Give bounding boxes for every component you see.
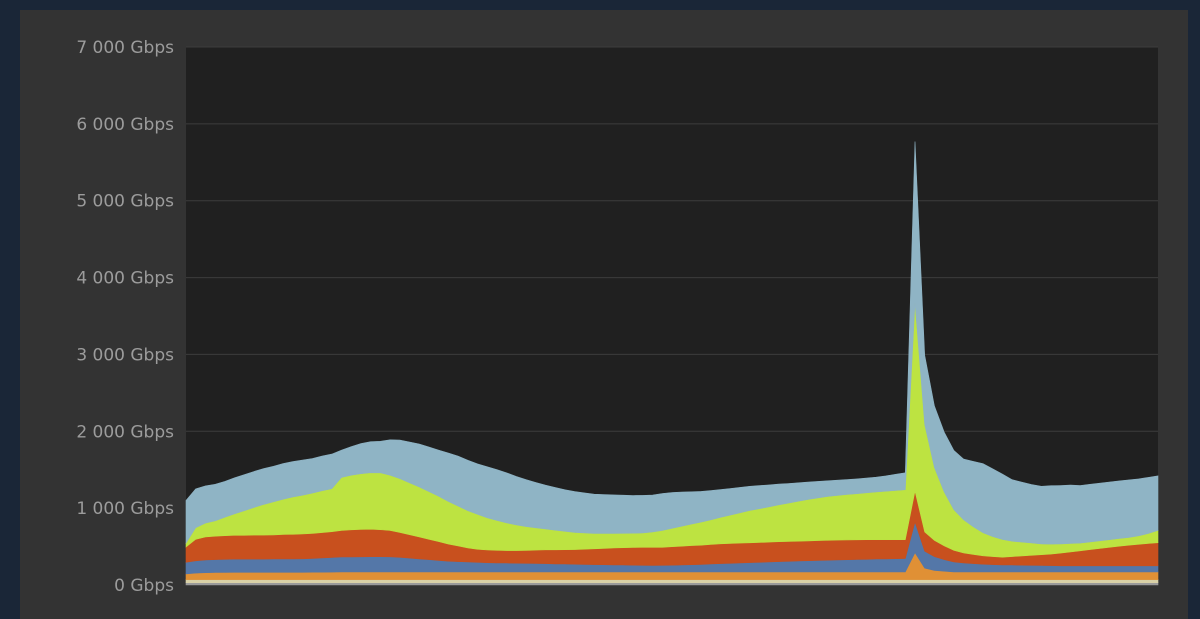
y-tick-label: 5 000 Gbps xyxy=(76,192,174,212)
y-tick-label: 7 000 Gbps xyxy=(76,38,174,58)
y-tick-label: 1 000 Gbps xyxy=(76,499,174,519)
traffic-area-chart: 0 Gbps 1 000 Gbps 2 000 Gbps 3 000 Gbps 4 00… xyxy=(76,38,1159,596)
stacked-area-series xyxy=(185,141,1159,586)
y-tick-label: 0 Gbps xyxy=(114,576,174,596)
y-tick-label: 3 000 Gbps xyxy=(76,345,174,365)
chart-panel: 0 Gbps 1 000 Gbps 2 000 Gbps 3 000 Gbps 4 00… xyxy=(20,10,1188,619)
y-tick-label: 6 000 Gbps xyxy=(76,115,174,135)
y-tick-label: 4 000 Gbps xyxy=(76,269,174,289)
y-tick-label: 2 000 Gbps xyxy=(76,422,174,442)
y-axis-tick-labels: 0 Gbps 1 000 Gbps 2 000 Gbps 3 000 Gbps 4 00… xyxy=(76,38,174,596)
area-series-1 xyxy=(185,582,1159,586)
area-series-7 xyxy=(185,141,1159,545)
area-series-2 xyxy=(185,579,1159,583)
